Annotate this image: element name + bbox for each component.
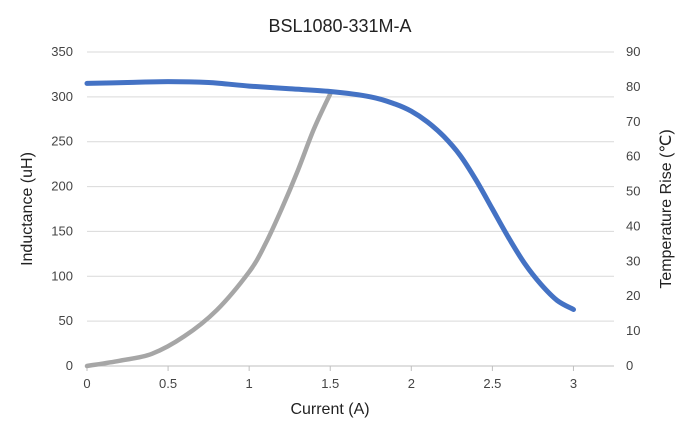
- chart-title: BSL1080-331M-A: [268, 16, 411, 36]
- series-layer: [84, 79, 576, 369]
- y-tick-label: 200: [51, 179, 73, 194]
- tick-layer: 0501001502002503003500102030405060708090…: [51, 44, 640, 391]
- y2-axis-label: Temperature Rise (℃): [658, 129, 675, 288]
- x-tick-label: 2.5: [483, 376, 501, 391]
- axis-layer: [86, 365, 614, 371]
- x-tick-label: 0: [83, 376, 90, 391]
- temperature-rise-line: [84, 91, 333, 369]
- x-tick-label: 3: [570, 376, 577, 391]
- y2-tick-label: 0: [626, 358, 633, 373]
- y2-tick-label: 90: [626, 44, 640, 59]
- y2-tick-label: 50: [626, 184, 640, 199]
- y-tick-label: 300: [51, 89, 73, 104]
- x-tick-label: 1: [246, 376, 253, 391]
- x-tick-label: 1.5: [321, 376, 339, 391]
- y-tick-label: 50: [59, 313, 73, 328]
- y2-tick-label: 10: [626, 323, 640, 338]
- inductance-line: [84, 79, 576, 312]
- y2-tick-label: 20: [626, 288, 640, 303]
- y-tick-label: 100: [51, 268, 73, 283]
- y2-tick-label: 30: [626, 253, 640, 268]
- y2-tick-label: 70: [626, 114, 640, 129]
- y2-tick-label: 60: [626, 149, 640, 164]
- x-tick-label: 2: [408, 376, 415, 391]
- y-axis-label: Inductance (uH): [19, 152, 36, 266]
- y-tick-label: 250: [51, 134, 73, 149]
- x-axis-label: Current (A): [290, 401, 369, 418]
- y-tick-label: 350: [51, 44, 73, 59]
- y-tick-label: 0: [66, 358, 73, 373]
- x-tick-label: 0.5: [159, 376, 177, 391]
- grid-layer: [87, 51, 614, 322]
- y2-tick-label: 80: [626, 79, 640, 94]
- y2-tick-label: 40: [626, 218, 640, 233]
- y-tick-label: 150: [51, 223, 73, 238]
